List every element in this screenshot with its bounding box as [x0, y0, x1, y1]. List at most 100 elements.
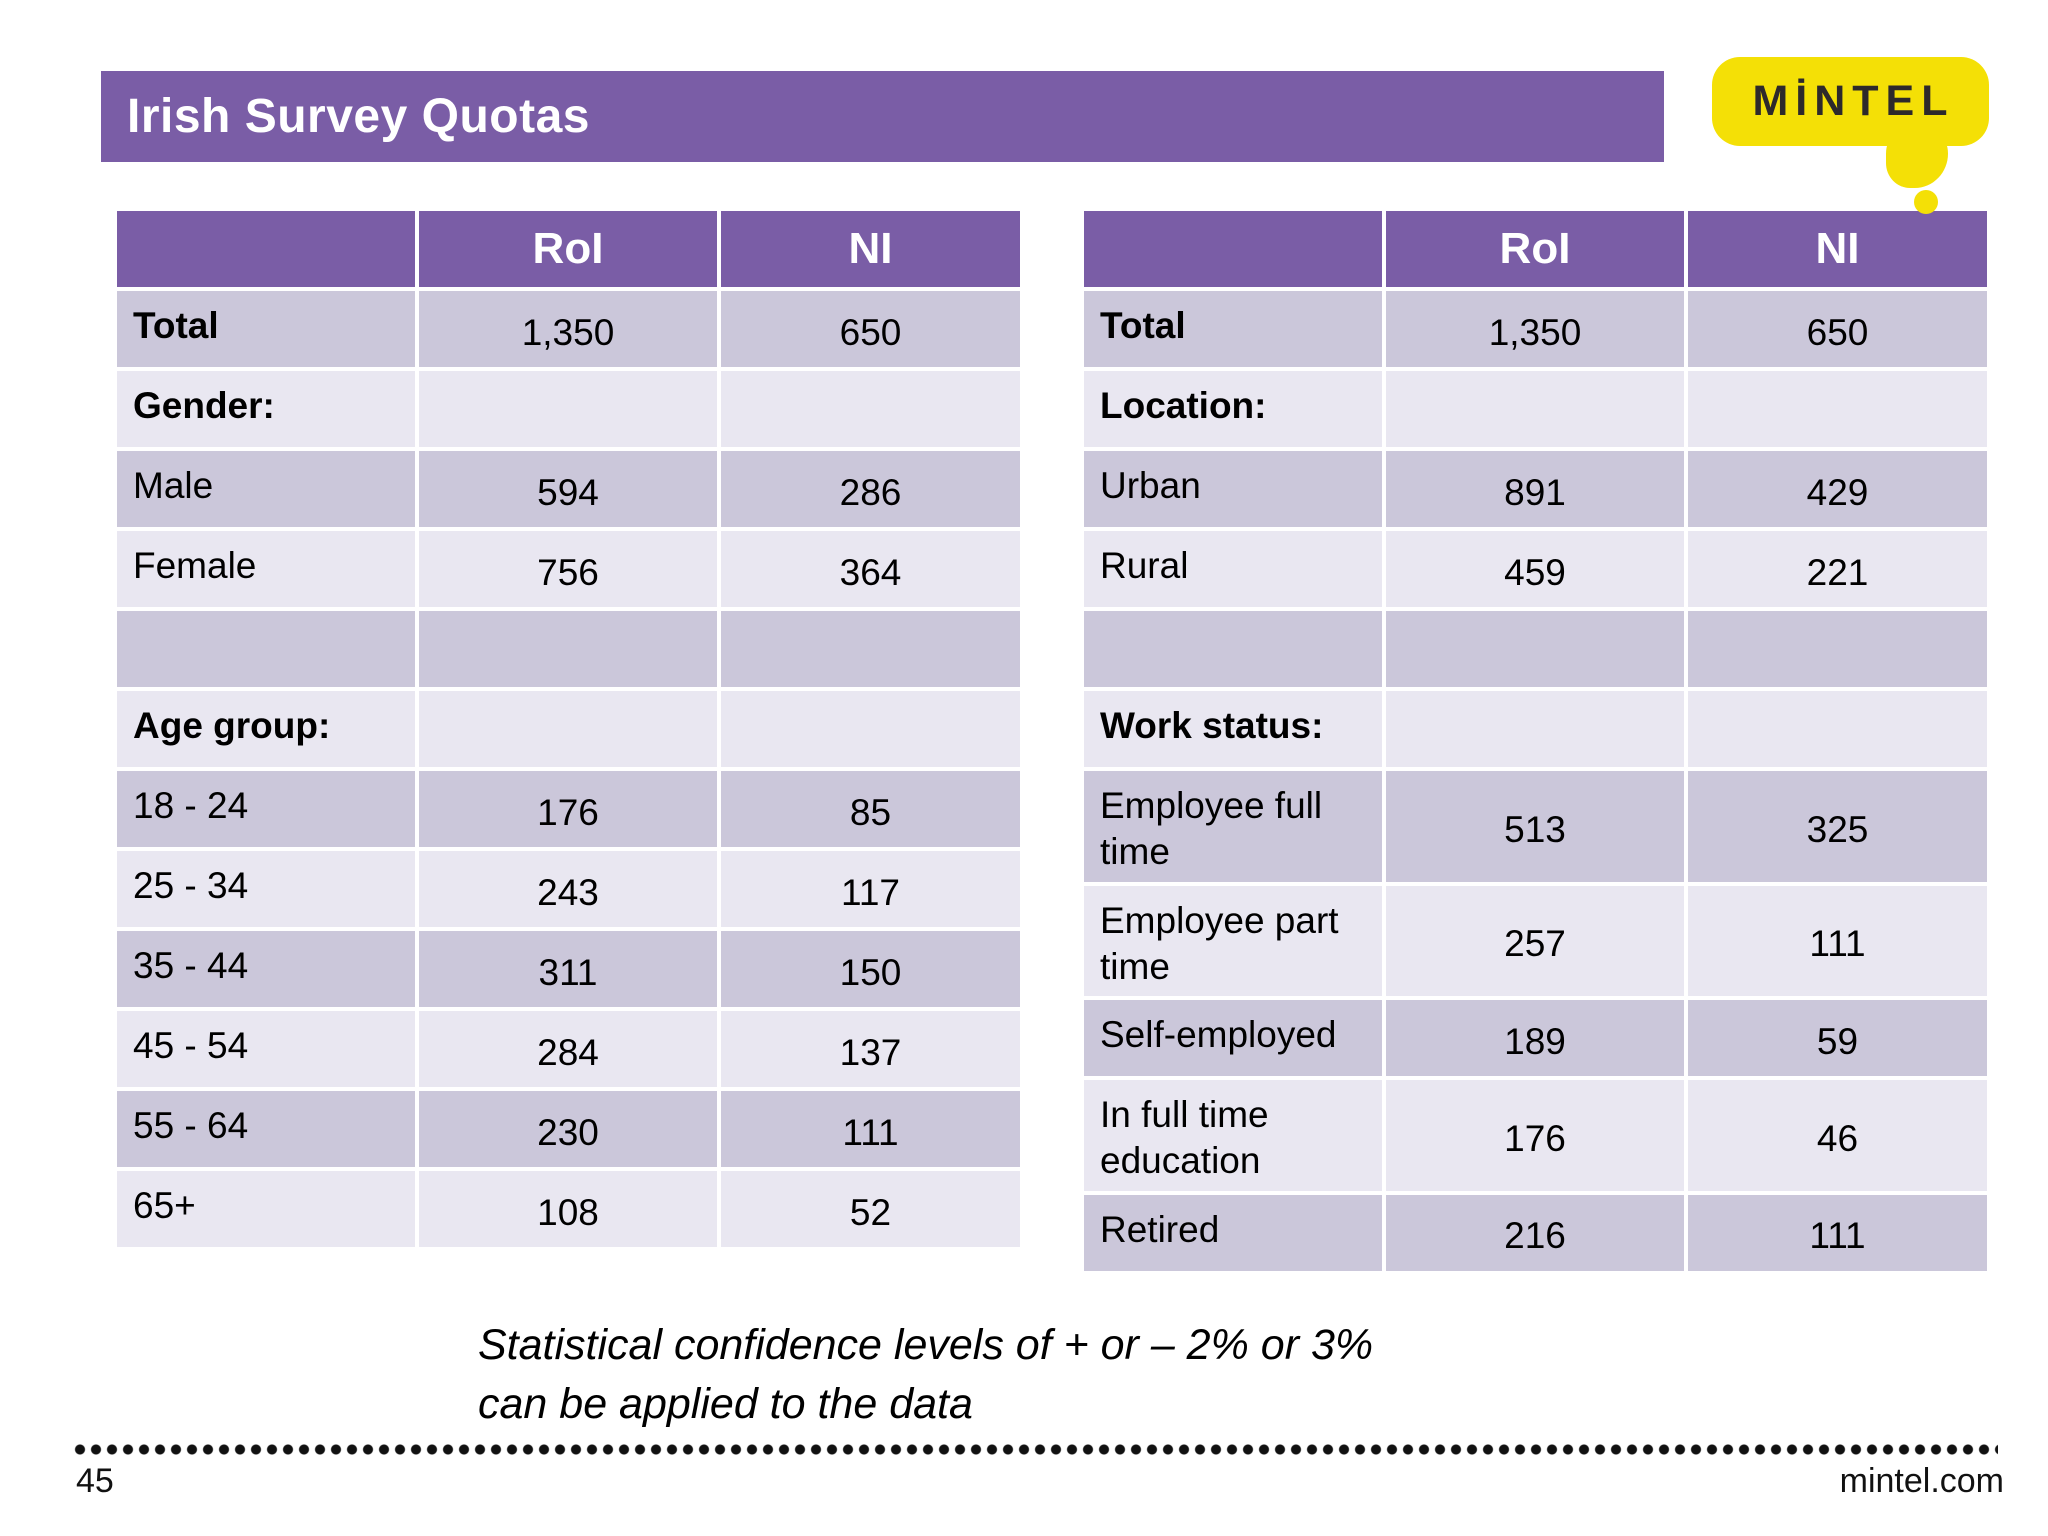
row-label: Total [113, 287, 419, 371]
header-cell-ni: NI [1684, 207, 1991, 291]
header-cell-ni: NI [717, 207, 1024, 291]
table-row: 18 - 24 176 85 [113, 767, 1024, 851]
header-cell-roi: RoI [1382, 207, 1688, 291]
header-cell-blank [1080, 207, 1386, 291]
row-label: In full time education [1080, 1076, 1386, 1195]
cell-roi-value: 216 [1382, 1190, 1688, 1275]
header-cell-blank [113, 207, 419, 291]
cell-ni-value: 52 [717, 1167, 1024, 1251]
table-row: Gender: [113, 367, 1024, 451]
dotted-divider [72, 1444, 1998, 1455]
table-row: Employee full time 513 325 [1080, 767, 1991, 886]
cell-ni-value: 137 [717, 1007, 1024, 1091]
table-header-row: RoI NI [1080, 207, 1991, 291]
cell-ni-value: 117 [717, 847, 1024, 931]
cell-roi-value: 891 [1382, 447, 1688, 531]
table-row: 35 - 44 311 150 [113, 927, 1024, 1011]
cell-roi-value: 594 [415, 447, 721, 531]
row-label: Urban [1080, 447, 1386, 531]
row-label [1080, 607, 1386, 691]
cell-roi-value: 1,350 [415, 287, 721, 371]
quota-table-gender-age: RoI NI Total 1,350 650 Gender: Male 594 286 Femal… [113, 207, 1024, 1251]
mintel-logo: MİNTEL [1712, 57, 1989, 146]
cell-roi-value: 459 [1382, 527, 1688, 611]
cell-roi-value [415, 607, 721, 691]
cell-ni-value [717, 367, 1024, 451]
cell-roi-value: 243 [415, 847, 721, 931]
row-label: 45 - 54 [113, 1007, 419, 1091]
table-row: 25 - 34 243 117 [113, 847, 1024, 931]
table-row: Work status: [1080, 687, 1991, 771]
cell-roi-value: 756 [415, 527, 721, 611]
footnote-line-2: can be applied to the data [478, 1380, 973, 1428]
cell-ni-value: 221 [1684, 527, 1991, 611]
cell-roi-value: 176 [415, 767, 721, 851]
row-label: Male [113, 447, 419, 531]
table-row: Rural 459 221 [1080, 527, 1991, 611]
row-label: 18 - 24 [113, 767, 419, 851]
table-row: In full time education 176 46 [1080, 1076, 1991, 1195]
cell-roi-value [1382, 367, 1688, 451]
cell-ni-value [1684, 687, 1991, 771]
cell-roi-value: 176 [1382, 1076, 1688, 1195]
cell-ni-value [717, 607, 1024, 691]
header-cell-roi: RoI [415, 207, 721, 291]
cell-roi-value [415, 687, 721, 771]
cell-ni-value [1684, 607, 1991, 691]
cell-roi-value: 257 [1382, 881, 1688, 1000]
table-header-row: RoI NI [113, 207, 1024, 291]
cell-ni-value: 650 [717, 287, 1024, 371]
cell-roi-value: 284 [415, 1007, 721, 1091]
website-text: mintel.com [1839, 1462, 2004, 1500]
cell-roi-value: 311 [415, 927, 721, 1011]
row-label: Rural [1080, 527, 1386, 611]
table-row [1080, 607, 1991, 691]
row-label: Age group: [113, 687, 419, 771]
table-row [113, 607, 1024, 691]
cell-roi-value [1382, 607, 1688, 691]
row-label: Location: [1080, 367, 1386, 451]
cell-roi-value: 189 [1382, 996, 1688, 1080]
row-label: 25 - 34 [113, 847, 419, 931]
cell-roi-value: 230 [415, 1087, 721, 1171]
row-label: 65+ [113, 1167, 419, 1251]
row-label: Work status: [1080, 687, 1386, 771]
cell-ni-value: 650 [1684, 287, 1991, 371]
row-label: 35 - 44 [113, 927, 419, 1011]
table-row: Retired 216 111 [1080, 1190, 1991, 1275]
mintel-logo-dot [1914, 190, 1938, 214]
table-row: Employee part time 257 111 [1080, 881, 1991, 1000]
cell-roi-value: 513 [1382, 767, 1688, 886]
table-row: Age group: [113, 687, 1024, 771]
cell-ni-value: 111 [1684, 881, 1991, 1000]
cell-ni-value: 59 [1684, 996, 1991, 1080]
row-label: Gender: [113, 367, 419, 451]
cell-roi-value: 1,350 [1382, 287, 1688, 371]
cell-ni-value: 325 [1684, 767, 1991, 886]
cell-ni-value: 85 [717, 767, 1024, 851]
cell-ni-value: 111 [717, 1087, 1024, 1171]
cell-ni-value: 364 [717, 527, 1024, 611]
cell-roi-value [415, 367, 721, 451]
row-label [113, 607, 419, 691]
table-row: Female 756 364 [113, 527, 1024, 611]
page-number: 45 [76, 1462, 114, 1500]
table-row: 45 - 54 284 137 [113, 1007, 1024, 1091]
cell-ni-value: 286 [717, 447, 1024, 531]
footnote: Statistical confidence levels of + or – … [478, 1316, 1373, 1434]
row-label: 55 - 64 [113, 1087, 419, 1171]
table-row: Urban 891 429 [1080, 447, 1991, 531]
cell-ni-value: 429 [1684, 447, 1991, 531]
table-row: Self-employed 189 59 [1080, 996, 1991, 1080]
row-label: Total [1080, 287, 1386, 371]
footnote-line-1: Statistical confidence levels of + or – … [478, 1321, 1374, 1369]
row-label: Self-employed [1080, 996, 1386, 1080]
quota-table-location-work: RoI NI Total 1,350 650 Location: Urban 891 429 Ru… [1080, 207, 1991, 1275]
cell-ni-value: 46 [1684, 1076, 1991, 1195]
row-label: Employee full time [1080, 767, 1386, 886]
row-label: Employee part time [1080, 881, 1386, 1000]
cell-ni-value: 150 [717, 927, 1024, 1011]
cell-roi-value [1382, 687, 1688, 771]
cell-ni-value [717, 687, 1024, 771]
